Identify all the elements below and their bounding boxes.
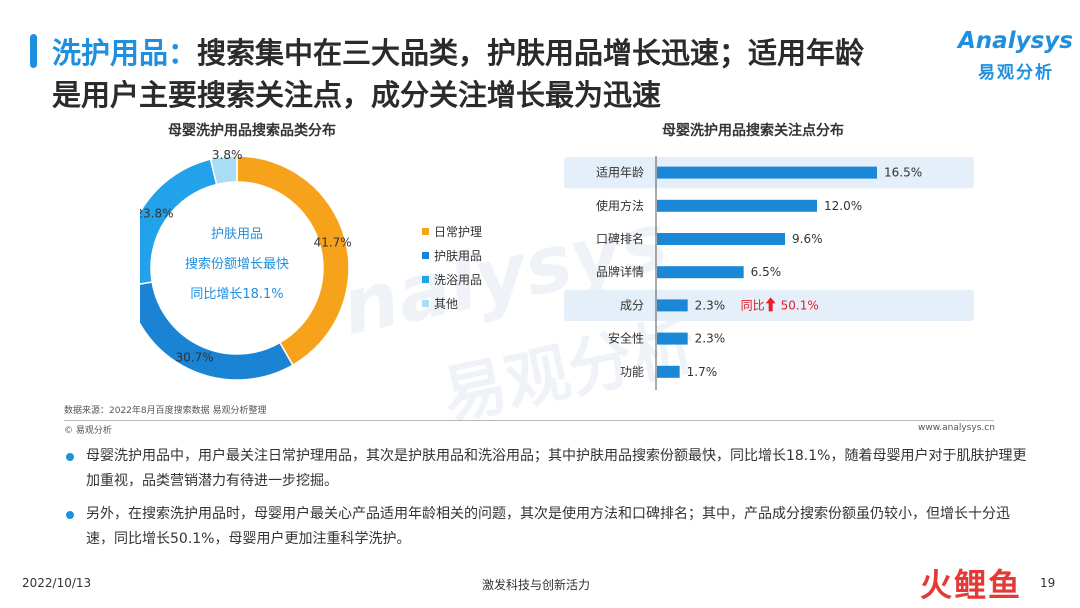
brand-logo-cn: 易观分析 [978,63,1054,83]
donut-center-text: 护肤用品 [211,227,263,242]
bar-category-label: 口碑排名 [596,231,644,246]
bar-1 [657,166,877,179]
page-title-line1: 洗护用品：搜索集中在三大品类，护肤用品增长迅速；适用年龄 [52,30,864,72]
legend-swatch [422,228,429,235]
bar-4 [657,266,744,279]
legend-label: 其他 [434,297,458,311]
donut-slice-4 [209,155,238,186]
bullet-icon [66,511,74,519]
bar-value-label: 2.3% [695,298,726,312]
bar-5 [657,299,688,312]
copyright-text: © 易观分析 [64,426,112,436]
page-number: 19 [1040,576,1056,590]
donut-chart-title: 母婴洗护用品搜索品类分布 [168,123,336,139]
growth-annotation-prefix: 同比 [741,298,765,312]
bar-3 [657,233,785,245]
title-accent-text: 洗护用品： [52,36,198,70]
title-accent-bar [30,34,37,68]
donut-value-label: 41.7% [314,235,352,249]
bar-value-label: 1.7% [687,365,717,379]
bar-category-label: 适用年龄 [596,166,644,180]
donut-value-label: 30.7% [176,350,214,364]
up-arrow-icon [765,297,776,312]
bar-category-label: 安全性 [608,331,644,346]
legend-swatch [422,300,429,307]
bar-value-label: 6.5% [751,265,782,279]
bar-6 [657,332,688,345]
legend-swatch [422,252,429,259]
donut-chart: 41.7% 30.7% 23.8% 3.8% 护肤用品搜索份额增长最快同比增长18.1… [140,150,482,381]
donut-center-text: 搜索份额增长最快 [185,257,289,272]
bar-category-label: 使用方法 [596,198,644,213]
data-source-note: 数据来源：2022年8月百度搜索数据 易观分析整理 [64,406,267,416]
bar-value-label: 9.6% [792,232,823,246]
bar-category-label: 功能 [620,365,644,379]
bar-chart-title: 母婴洗护用品搜索关注点分布 [662,123,844,139]
brand-logo-en: Analysys [958,28,1073,54]
legend-label: 洗浴用品 [434,273,482,287]
page-title-line2: 是用户主要搜索关注点，成分关注增长最为迅速 [52,78,662,112]
legend-swatch [422,276,429,283]
growth-annotation-value: 50.1% [781,298,819,312]
footer-slogan: 激发科技与创新活力 [482,578,591,592]
bar-category-label: 品牌详情 [596,264,644,279]
footer-brand-logo: 火鲤鱼 [920,566,1023,604]
title-rest-text: 搜索集中在三大品类，护肤用品增长迅速；适用年龄 [197,36,865,70]
donut-value-label: 3.8% [212,150,243,162]
bar-value-label: 2.3% [695,332,726,346]
website-link[interactable]: www.analysys.cn [918,423,995,433]
bar-value-label: 12.0% [824,199,862,213]
bullet-icon [66,453,74,461]
legend-label: 日常护理 [434,225,482,239]
bar-category-label: 成分 [620,298,644,312]
legend-label: 护肤用品 [434,248,482,263]
bar-value-label: 16.5% [884,166,922,180]
bullet-paragraph-2: 另外，在搜索洗护用品时，母婴用户最关心产品适用年龄相关的问题，其次是使用方法和口… [86,506,1010,547]
footer-divider [64,420,994,421]
bar-7 [657,365,680,378]
donut-slice-2 [140,281,294,381]
donut-value-label: 23.8% [140,206,173,220]
bar-2 [657,199,817,212]
footer-date: 2022/10/13 [22,576,92,590]
donut-center-text: 同比增长18.1% [190,287,283,302]
bullet-paragraph-1: 母婴洗护用品中，用户最关注日常护理用品，其次是护肤用品和洗浴用品；其中护肤用品搜… [86,448,1027,489]
